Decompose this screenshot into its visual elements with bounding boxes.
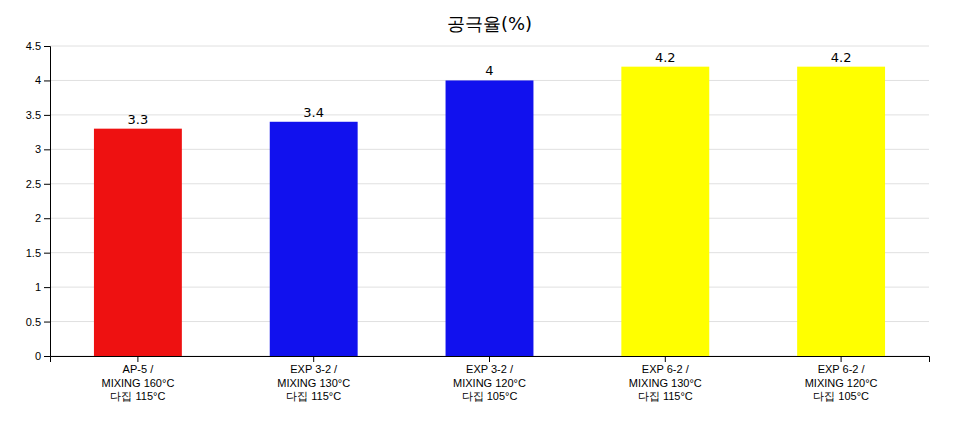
x-tick-label: EXP 3-2 / MIXING 130°C다집 115°C bbox=[277, 363, 350, 403]
x-tick-label-line: 다집 115°C bbox=[638, 390, 693, 402]
x-tick: EXP 3-2 / MIXING 130°C다집 115°C bbox=[277, 356, 350, 402]
x-tick-label-line: 다집 115°C bbox=[286, 390, 341, 402]
y-tick: 1.5 bbox=[26, 247, 50, 259]
y-tick-mark bbox=[44, 80, 50, 81]
x-tick-label-line: MIXING 130°C bbox=[629, 377, 702, 389]
bar bbox=[446, 80, 534, 356]
x-tick-label-line: AP-5 / bbox=[123, 363, 155, 375]
y-tick: 4.5 bbox=[26, 40, 50, 52]
x-tick-mark bbox=[137, 356, 138, 362]
x-tick-label: EXP 6-2 / MIXING 130°C다집 115°C bbox=[629, 363, 702, 403]
bars bbox=[94, 67, 885, 356]
y-tick-mark bbox=[44, 149, 50, 150]
y-tick: 3 bbox=[35, 143, 50, 155]
data-label: 3.3 bbox=[128, 112, 149, 127]
x-tick: EXP 6-2 / MIXING 130°C다집 115°C bbox=[629, 356, 702, 402]
x-tick: EXP 6-2 / MIXING 120°C다집 105°C bbox=[805, 356, 878, 402]
y-tick: 2.5 bbox=[26, 178, 50, 190]
y-tick: 0.5 bbox=[26, 316, 50, 328]
y-tick-mark bbox=[44, 322, 50, 323]
y-tick-label: 1.5 bbox=[26, 247, 41, 259]
bar bbox=[621, 67, 709, 356]
x-tick-label-line: MIXING 120°C bbox=[453, 377, 526, 389]
x-tick-label-line: MIXING 160°C bbox=[101, 377, 174, 389]
x-tick-label-line: MIXING 120°C bbox=[805, 377, 878, 389]
x-tick-label: EXP 3-2 / MIXING 120°C다집 105°C bbox=[453, 363, 526, 403]
x-tick-mark bbox=[841, 356, 842, 362]
y-tick-label: 3 bbox=[35, 143, 41, 155]
title: 공극율(%) bbox=[447, 13, 532, 34]
y-tick-label: 0.5 bbox=[26, 316, 41, 328]
x-tick-label-line: MIXING 130°C bbox=[277, 377, 350, 389]
x-tick-mark bbox=[313, 356, 314, 362]
y-tick-label: 0 bbox=[35, 350, 41, 362]
x-tick-label-line: 다집 105°C bbox=[813, 390, 869, 402]
y-tick-mark bbox=[44, 46, 50, 47]
x-tick-label-line: EXP 6-2 / bbox=[818, 363, 866, 375]
y-tick-mark bbox=[44, 218, 50, 219]
x-tick-label: AP-5 / MIXING 160°C다집 115°C bbox=[101, 363, 174, 403]
plot: 3.3 3.4 4 4.2 4.2 0 0.5 1 1.5 2 2.5 3 3.5 4 4.5 AP-5 / M… bbox=[26, 40, 930, 402]
x-axis-line bbox=[51, 357, 930, 363]
y-tick: 0 bbox=[35, 350, 50, 362]
bar bbox=[94, 129, 182, 356]
y-tick-label: 2 bbox=[35, 212, 41, 224]
y-tick-mark bbox=[44, 184, 50, 185]
y-tick-label: 1 bbox=[35, 281, 41, 293]
grid-line bbox=[50, 46, 929, 47]
x-tick: AP-5 / MIXING 160°C다집 115°C bbox=[101, 356, 174, 402]
x-tick-mark bbox=[665, 356, 666, 362]
x-tick-label-line: EXP 3-2 / bbox=[290, 363, 338, 375]
grid bbox=[50, 46, 929, 356]
y-axis: 0 0.5 1 1.5 2 2.5 3 3.5 4 4.5 bbox=[26, 40, 51, 362]
y-tick-label: 4.5 bbox=[26, 40, 41, 52]
y-tick: 4 bbox=[35, 74, 50, 86]
data-label: 4.2 bbox=[655, 50, 676, 65]
x-tick-label-line: 다집 115°C bbox=[110, 390, 165, 402]
data-label: 4.2 bbox=[831, 50, 852, 65]
data-label: 3.4 bbox=[303, 105, 324, 120]
bar bbox=[797, 67, 885, 356]
y-tick-mark bbox=[44, 115, 50, 116]
x-tick: EXP 3-2 / MIXING 120°C다집 105°C bbox=[453, 356, 526, 402]
y-tick-label: 2.5 bbox=[26, 178, 41, 190]
x-tick-label: EXP 6-2 / MIXING 120°C다집 105°C bbox=[805, 363, 878, 403]
x-tick-label-line: EXP 6-2 / bbox=[642, 363, 690, 375]
y-tick-mark bbox=[44, 253, 50, 254]
y-tick-mark bbox=[44, 287, 50, 288]
data-labels: 3.3 3.4 4 4.2 4.2 bbox=[128, 50, 852, 127]
x-tick-label-line: EXP 3-2 / bbox=[466, 363, 514, 375]
y-axis-line bbox=[44, 47, 51, 357]
y-tick: 1 bbox=[35, 281, 50, 293]
y-tick-label: 3.5 bbox=[26, 109, 41, 121]
x-tick-mark bbox=[489, 356, 490, 362]
y-tick-label: 4 bbox=[35, 74, 41, 86]
x-tick-label-line: 다집 105°C bbox=[462, 390, 518, 402]
y-tick-mark bbox=[44, 356, 50, 357]
y-tick: 3.5 bbox=[26, 109, 50, 121]
chart: 3.3 3.4 4 4.2 4.2 0 0.5 1 1.5 2 2.5 3 3.5 4 4.5 AP-5 / M… bbox=[0, 0, 953, 426]
y-tick: 2 bbox=[35, 212, 50, 224]
x-axis: AP-5 /MIXING 160°C다집 115°CEXP 3-2 /MIXIN… bbox=[51, 356, 930, 402]
data-label: 4 bbox=[485, 63, 493, 78]
bar bbox=[270, 122, 358, 356]
